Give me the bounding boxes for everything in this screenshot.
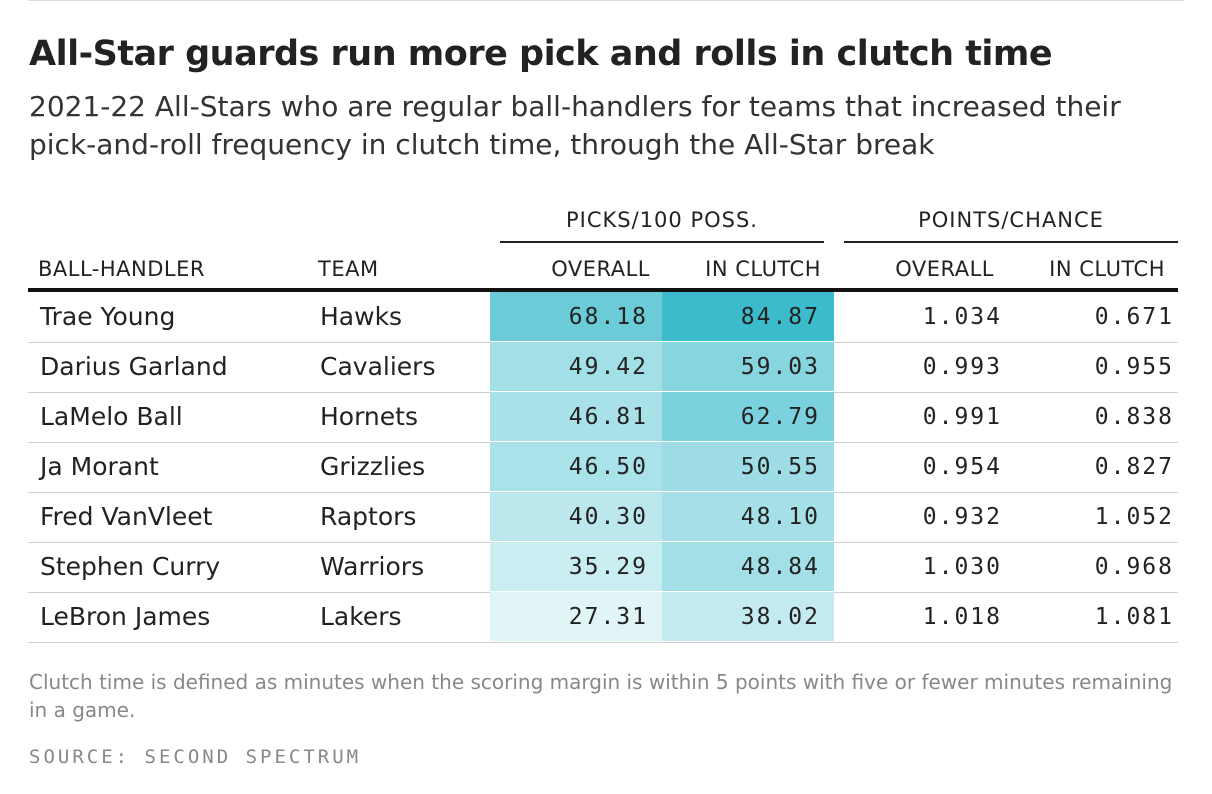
picks-clutch-cell: 48.10: [662, 492, 834, 541]
table-row: Darius Garland Cavaliers 49.42 59.03 0.993 0.…: [28, 342, 1178, 393]
points-overall-cell: 1.034: [922, 304, 1002, 330]
points-overall-cell: 0.991: [922, 404, 1002, 430]
picks-clutch-cell: 48.84: [662, 542, 834, 591]
picks-clutch-cell: 50.55: [662, 442, 834, 491]
team-name: Cavaliers: [320, 352, 436, 381]
table-row: LeBron James Lakers 27.31 38.02 1.018 1.081: [28, 592, 1178, 643]
picks-overall-cell: 27.31: [490, 592, 662, 641]
player-name: Darius Garland: [40, 352, 228, 381]
player-name: LaMelo Ball: [40, 402, 183, 431]
player-name: Fred VanVleet: [40, 502, 213, 531]
table-row: Fred VanVleet Raptors 40.30 48.10 0.932 1.052: [28, 492, 1178, 543]
picks-overall-cell: 68.18: [490, 292, 662, 341]
picks-clutch-cell: 84.87: [662, 292, 834, 341]
player-name: Ja Morant: [40, 452, 159, 481]
footnote: Clutch time is defined as minutes when t…: [29, 670, 1173, 722]
picks-overall-cell: 40.30: [490, 492, 662, 541]
header-rule: [28, 288, 1178, 292]
points-overall-cell: 1.018: [922, 604, 1002, 630]
player-name: Stephen Curry: [40, 552, 221, 581]
points-clutch-cell: 1.052: [1094, 504, 1174, 530]
group-rule-points: [844, 241, 1178, 243]
group-rule-picks: [500, 241, 824, 243]
team-name: Hawks: [320, 302, 403, 331]
table-row: Ja Morant Grizzlies 46.50 50.55 0.954 0.827: [28, 442, 1178, 493]
picks-clutch-cell: 62.79: [662, 392, 834, 441]
team-name: Hornets: [320, 402, 418, 431]
picks-overall-cell: 35.29: [490, 542, 662, 591]
points-clutch-cell: 0.838: [1094, 404, 1174, 430]
team-name: Grizzlies: [320, 452, 426, 481]
col-header-points-clutch: IN CLUTCH: [1049, 257, 1165, 281]
chart-subtitle: 2021-22 All-Stars who are regular ball-h…: [29, 90, 1121, 161]
points-clutch-cell: 0.968: [1094, 554, 1174, 580]
col-header-picks-overall: OVERALL: [551, 257, 650, 281]
points-overall-cell: 1.030: [922, 554, 1002, 580]
picks-overall-cell: 46.50: [490, 442, 662, 491]
picks-overall-cell: 49.42: [490, 342, 662, 391]
col-header-picks-clutch: IN CLUTCH: [705, 257, 821, 281]
col-header-ball-handler: BALL-HANDLER: [38, 257, 205, 281]
points-clutch-cell: 1.081: [1094, 604, 1174, 630]
group-header-picks: PICKS/100 POSS.: [566, 208, 758, 232]
picks-clutch-cell: 59.03: [662, 342, 834, 391]
points-overall-cell: 0.993: [922, 354, 1002, 380]
team-name: Raptors: [320, 502, 417, 531]
picks-overall-cell: 46.81: [490, 392, 662, 441]
col-header-team: TEAM: [318, 257, 379, 281]
col-header-points-overall: OVERALL: [895, 257, 994, 281]
table-row: Trae Young Hawks 68.18 84.87 1.034 0.671: [28, 292, 1178, 343]
points-clutch-cell: 0.955: [1094, 354, 1174, 380]
chart-title: All-Star guards run more pick and rolls …: [29, 34, 1053, 74]
player-name: LeBron James: [40, 602, 211, 631]
player-name: Trae Young: [40, 302, 176, 331]
points-overall-cell: 0.932: [922, 504, 1002, 530]
table-row: Stephen Curry Warriors 35.29 48.84 1.030 0.96…: [28, 542, 1178, 593]
group-header-points: POINTS/CHANCE: [918, 208, 1104, 232]
points-overall-cell: 0.954: [922, 454, 1002, 480]
points-clutch-cell: 0.671: [1094, 304, 1174, 330]
top-rule: [28, 0, 1184, 1]
team-name: Lakers: [320, 602, 402, 631]
points-clutch-cell: 0.827: [1094, 454, 1174, 480]
table-row: LaMelo Ball Hornets 46.81 62.79 0.991 0.838: [28, 392, 1178, 443]
source: SOURCE: SECOND SPECTRUM: [29, 746, 362, 768]
team-name: Warriors: [320, 552, 425, 581]
picks-clutch-cell: 38.02: [662, 592, 834, 641]
